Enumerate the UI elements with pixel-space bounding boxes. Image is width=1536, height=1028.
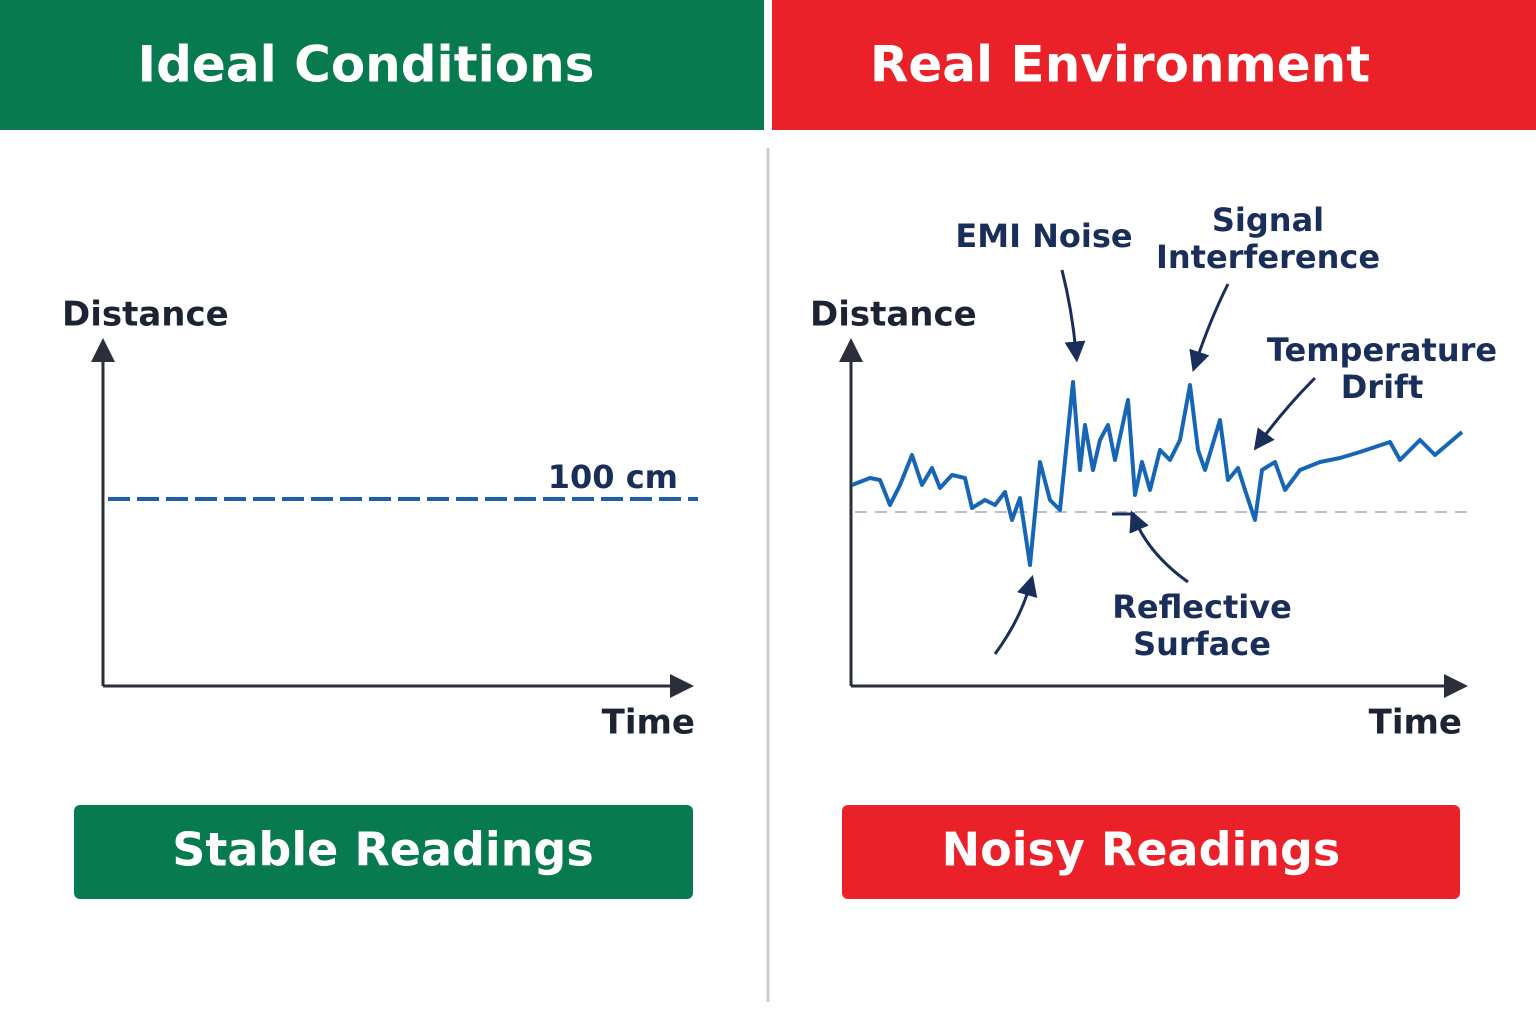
annotation: Drift — [1341, 368, 1424, 406]
x-label: Time — [1369, 703, 1462, 743]
left-footer: Stable Readings — [172, 823, 593, 877]
annotation: Temperature — [1267, 331, 1497, 369]
left-header: Ideal Conditions — [138, 36, 595, 94]
left-header-bg — [0, 0, 764, 130]
annotation: Surface — [1133, 625, 1271, 663]
noisy-line — [851, 380, 1464, 567]
right-footer-bg — [842, 805, 1460, 899]
y-label: Distance — [62, 295, 229, 335]
y-label: Distance — [810, 295, 977, 335]
right-header-bg — [772, 0, 1536, 130]
annotation-arrows — [993, 269, 1317, 655]
annotation: Interference — [1156, 238, 1380, 276]
annotation: EMI Noise — [955, 217, 1132, 255]
annotation: Signal — [1212, 201, 1324, 239]
right-footer: Noisy Readings — [942, 823, 1341, 877]
annotation: Reflective — [1112, 588, 1292, 626]
right-header: Real Environment — [870, 36, 1370, 94]
left-footer-bg — [74, 805, 693, 899]
line-label: 100 cm — [548, 458, 678, 496]
x-label: Time — [602, 703, 695, 743]
